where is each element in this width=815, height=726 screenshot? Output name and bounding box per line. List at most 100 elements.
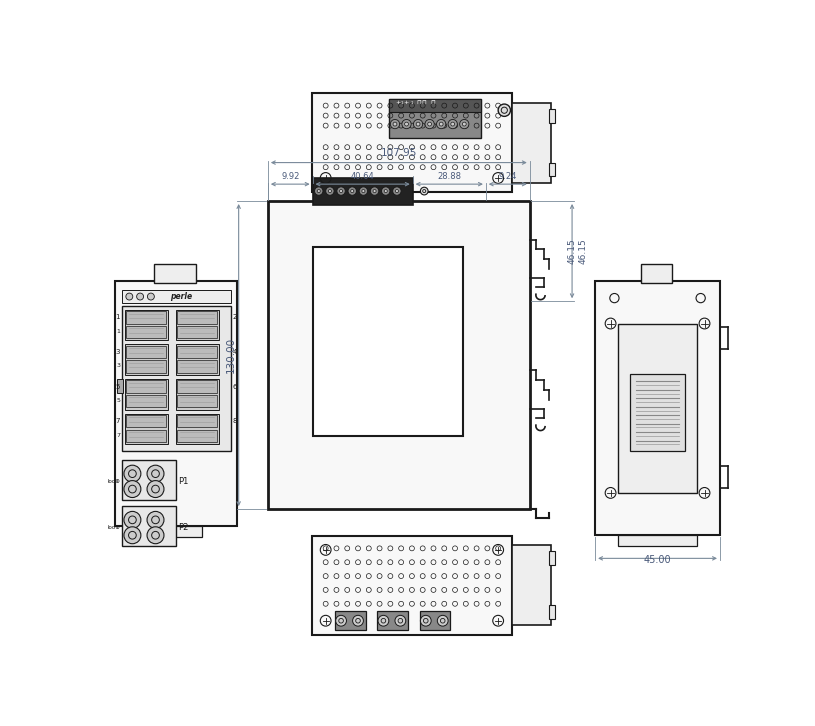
Circle shape	[124, 511, 141, 529]
Bar	[121, 460, 175, 499]
Bar	[312, 536, 512, 635]
Circle shape	[462, 122, 466, 126]
Bar	[177, 346, 217, 358]
Circle shape	[390, 120, 399, 129]
Circle shape	[147, 527, 164, 544]
Circle shape	[373, 189, 376, 192]
Text: P1: P1	[178, 477, 189, 486]
Text: +$₁  +$₁  ⊓⊓  ⊓: +$₁ +$₁ ⊓⊓ ⊓	[395, 99, 437, 106]
Bar	[630, 374, 685, 451]
Bar	[121, 506, 175, 546]
Bar	[549, 552, 555, 566]
Bar	[549, 163, 555, 176]
Text: 1: 1	[117, 329, 120, 334]
Bar	[177, 430, 217, 442]
Circle shape	[315, 187, 323, 195]
Circle shape	[350, 189, 354, 192]
Text: 46.15: 46.15	[568, 238, 577, 264]
Circle shape	[393, 122, 397, 126]
Circle shape	[437, 120, 446, 129]
Bar	[154, 264, 196, 282]
Circle shape	[395, 189, 399, 192]
Circle shape	[137, 293, 143, 300]
Circle shape	[337, 187, 346, 195]
Text: 46.15: 46.15	[578, 238, 588, 264]
Circle shape	[124, 481, 141, 497]
Bar	[175, 414, 218, 444]
Bar	[177, 380, 217, 393]
Bar	[125, 379, 168, 409]
Circle shape	[381, 187, 390, 195]
Bar	[121, 290, 231, 303]
Bar	[268, 201, 530, 509]
Bar	[121, 306, 231, 451]
Bar	[125, 414, 168, 444]
Bar	[126, 326, 166, 338]
Bar	[126, 380, 166, 393]
Bar	[126, 346, 166, 358]
Circle shape	[336, 616, 346, 626]
Text: 40.64: 40.64	[350, 172, 375, 181]
Bar	[177, 395, 217, 407]
Text: 3: 3	[116, 363, 120, 368]
Text: 4: 4	[232, 349, 237, 355]
Circle shape	[378, 616, 389, 626]
Text: 5: 5	[117, 398, 120, 403]
Text: 2: 2	[232, 314, 237, 320]
Bar	[420, 611, 451, 630]
Bar	[177, 361, 217, 372]
Circle shape	[147, 465, 164, 482]
Bar	[126, 395, 166, 407]
Text: P2: P2	[178, 523, 189, 532]
Circle shape	[448, 120, 457, 129]
Text: 3: 3	[116, 349, 120, 355]
Circle shape	[425, 120, 434, 129]
Circle shape	[439, 122, 443, 126]
Circle shape	[498, 104, 510, 116]
Bar	[126, 311, 166, 324]
Bar	[125, 344, 168, 375]
Circle shape	[340, 189, 342, 192]
Circle shape	[362, 189, 365, 192]
Bar	[312, 93, 512, 192]
Text: 107.95: 107.95	[381, 148, 417, 158]
Text: 28.88: 28.88	[438, 172, 461, 181]
Text: perle: perle	[170, 292, 192, 301]
Bar	[641, 264, 672, 282]
Circle shape	[402, 120, 411, 129]
Circle shape	[348, 187, 356, 195]
Bar	[377, 611, 408, 630]
Bar	[619, 324, 697, 493]
Bar	[148, 526, 201, 537]
Text: 1: 1	[116, 314, 120, 320]
Bar	[512, 545, 550, 625]
Bar	[549, 605, 555, 619]
Bar	[389, 99, 481, 138]
Text: 7: 7	[116, 418, 120, 424]
Circle shape	[370, 187, 379, 195]
Circle shape	[126, 293, 133, 300]
Circle shape	[438, 616, 448, 626]
Circle shape	[428, 122, 432, 126]
Bar	[175, 310, 218, 340]
Text: loo⊕: loo⊕	[108, 525, 120, 530]
Bar	[619, 535, 697, 546]
Bar	[126, 361, 166, 372]
Circle shape	[421, 187, 428, 195]
Circle shape	[460, 120, 469, 129]
Text: 8: 8	[232, 418, 237, 424]
Bar	[126, 430, 166, 442]
Circle shape	[317, 189, 320, 192]
Circle shape	[393, 187, 401, 195]
Text: 5: 5	[116, 383, 120, 390]
Circle shape	[326, 187, 334, 195]
Circle shape	[359, 187, 368, 195]
Bar	[595, 281, 720, 535]
Text: 7: 7	[116, 433, 120, 438]
Circle shape	[124, 465, 141, 482]
Circle shape	[395, 616, 406, 626]
Bar	[313, 178, 412, 205]
Circle shape	[451, 122, 455, 126]
Text: loo⊕: loo⊕	[108, 479, 120, 484]
Circle shape	[384, 189, 387, 192]
